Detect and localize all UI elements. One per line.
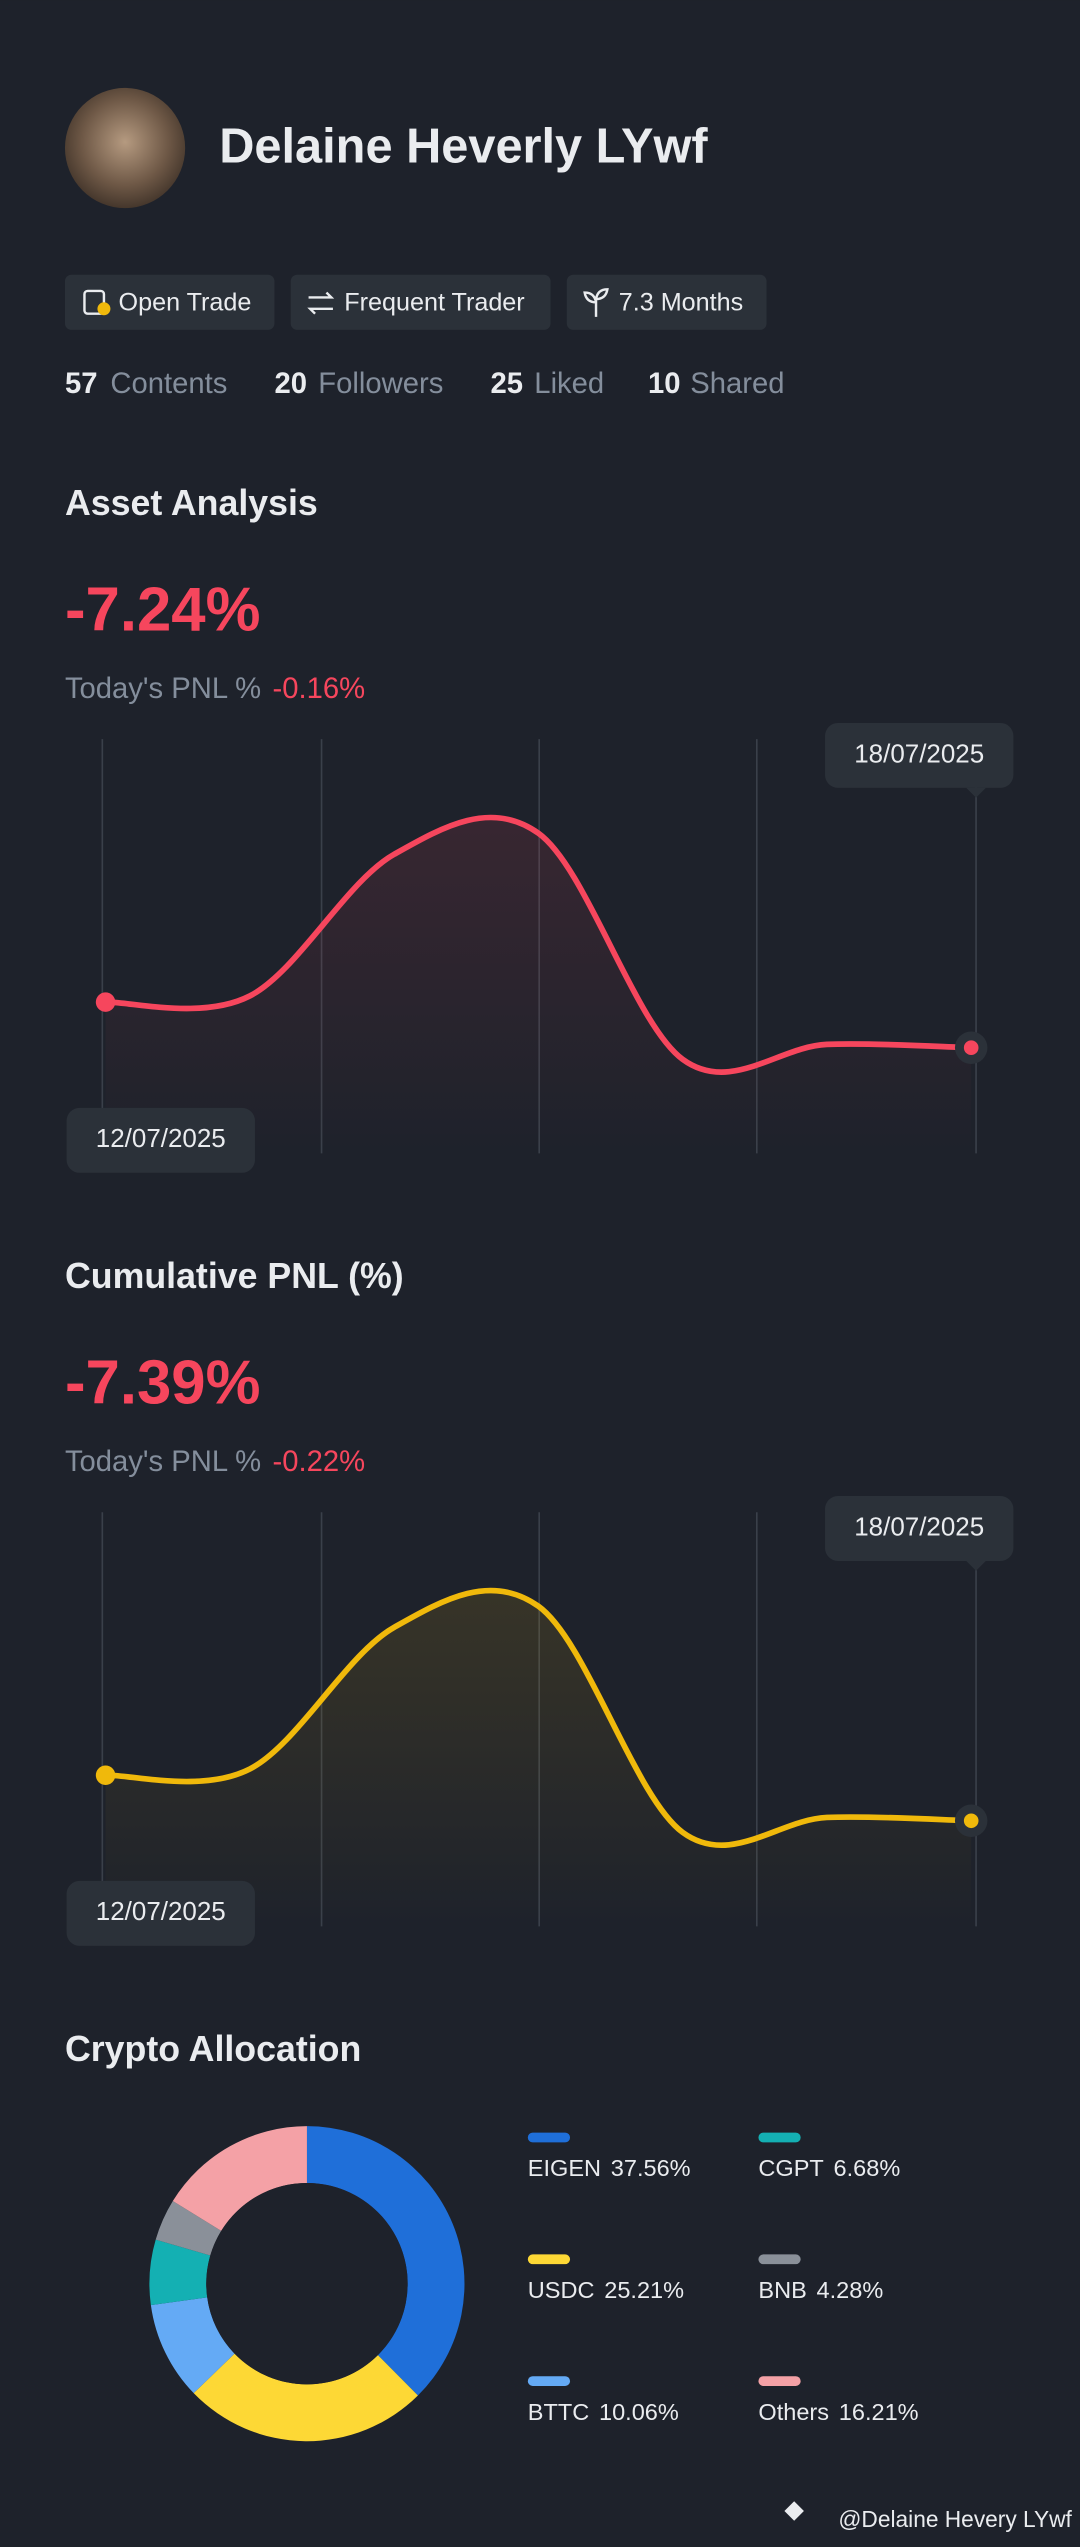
pnl-label: Today's PNL % [65,673,261,705]
tooltip-pointer [966,1560,986,1571]
donut-slice [155,2201,222,2256]
legend-swatch [527,2254,571,2265]
legend-swatch [527,2376,571,2386]
watermark: @Delaine Hevery LYwf [838,2506,1072,2532]
donut-slice [149,2239,211,2306]
badge-icon [307,291,335,315]
point [963,1813,979,1829]
date-label: 18/07/2025 [854,738,984,768]
user-name: Delaine Heverly LYwf [219,120,708,174]
pnl-value: -0.16% [272,673,365,705]
stat-label: Followers [318,368,443,400]
badge [64,274,275,330]
section-title: Cumulative PNL (%) [65,1256,404,1296]
headline-value: -7.24% [65,575,261,644]
area [105,1590,972,1927]
legend-value: 25.21% [604,2277,684,2303]
line [102,814,975,1075]
legend-swatch [758,2132,801,2143]
donut-slice [172,2126,307,2231]
section-title: Crypto Allocation [65,2029,361,2069]
tooltip-pointer [966,787,986,798]
badge [566,274,767,330]
stat-label: Shared [690,368,784,400]
point [963,1040,979,1056]
donut-slice [306,2126,465,2396]
line [102,1587,975,1848]
area [105,817,972,1154]
stat-label: Liked [534,368,604,400]
legend-value: 6.68% [834,2155,901,2181]
badge-icon [583,288,609,317]
legend-value: 10.06% [599,2399,679,2425]
stat-label: Contents [110,368,227,400]
date-label: 12/07/2025 [96,1123,226,1153]
legend-label: BTTC [528,2399,589,2425]
badges: Open Trade Frequent Trader 7.3 Months [64,274,767,330]
donut-hole [206,2182,408,2385]
badge [290,274,551,330]
legend-swatch [758,2376,801,2386]
date-tooltip [66,1880,255,1946]
badge-label: 7.3 Months [619,289,743,317]
point [95,992,116,1012]
legend-label: EIGEN [528,2155,601,2181]
headline-value: -7.39% [65,1348,261,1417]
section-title: Asset Analysis [65,483,318,523]
stats: 57 Contents 20 Followers 25 Liked 10 Sha… [65,368,784,400]
legend-label: Others [758,2399,829,2425]
legend-value: 16.21% [839,2399,919,2425]
badge-label: Frequent Trader [344,289,524,317]
legend-swatch [527,2132,571,2143]
stat-count: 10 [648,368,681,400]
legend-label: CGPT [758,2155,823,2181]
avatar[interactable] [64,87,186,209]
date-label: 12/07/2025 [96,1896,226,1926]
legend-label: BNB [758,2277,806,2303]
pnl-value: -0.22% [272,1446,365,1478]
legend-swatch [758,2254,801,2265]
stat-count: 25 [490,368,523,400]
stat-count: 20 [274,368,307,400]
date-tooltip [825,722,1014,788]
point [95,1765,116,1785]
donut-slice [193,2353,418,2442]
legend-value: 37.56% [611,2155,691,2181]
date-tooltip [825,1495,1014,1561]
pnl-label: Today's PNL % [65,1446,261,1478]
badge-label: Open Trade [119,289,252,317]
watermark-icon [784,2501,804,2521]
stat-count: 57 [65,368,98,400]
date-tooltip [66,1107,255,1173]
donut-slice [150,2297,235,2394]
badge-icon [97,302,111,316]
legend-value: 4.28% [817,2277,884,2303]
date-label: 18/07/2025 [854,1511,984,1541]
legend-label: USDC [528,2277,595,2303]
